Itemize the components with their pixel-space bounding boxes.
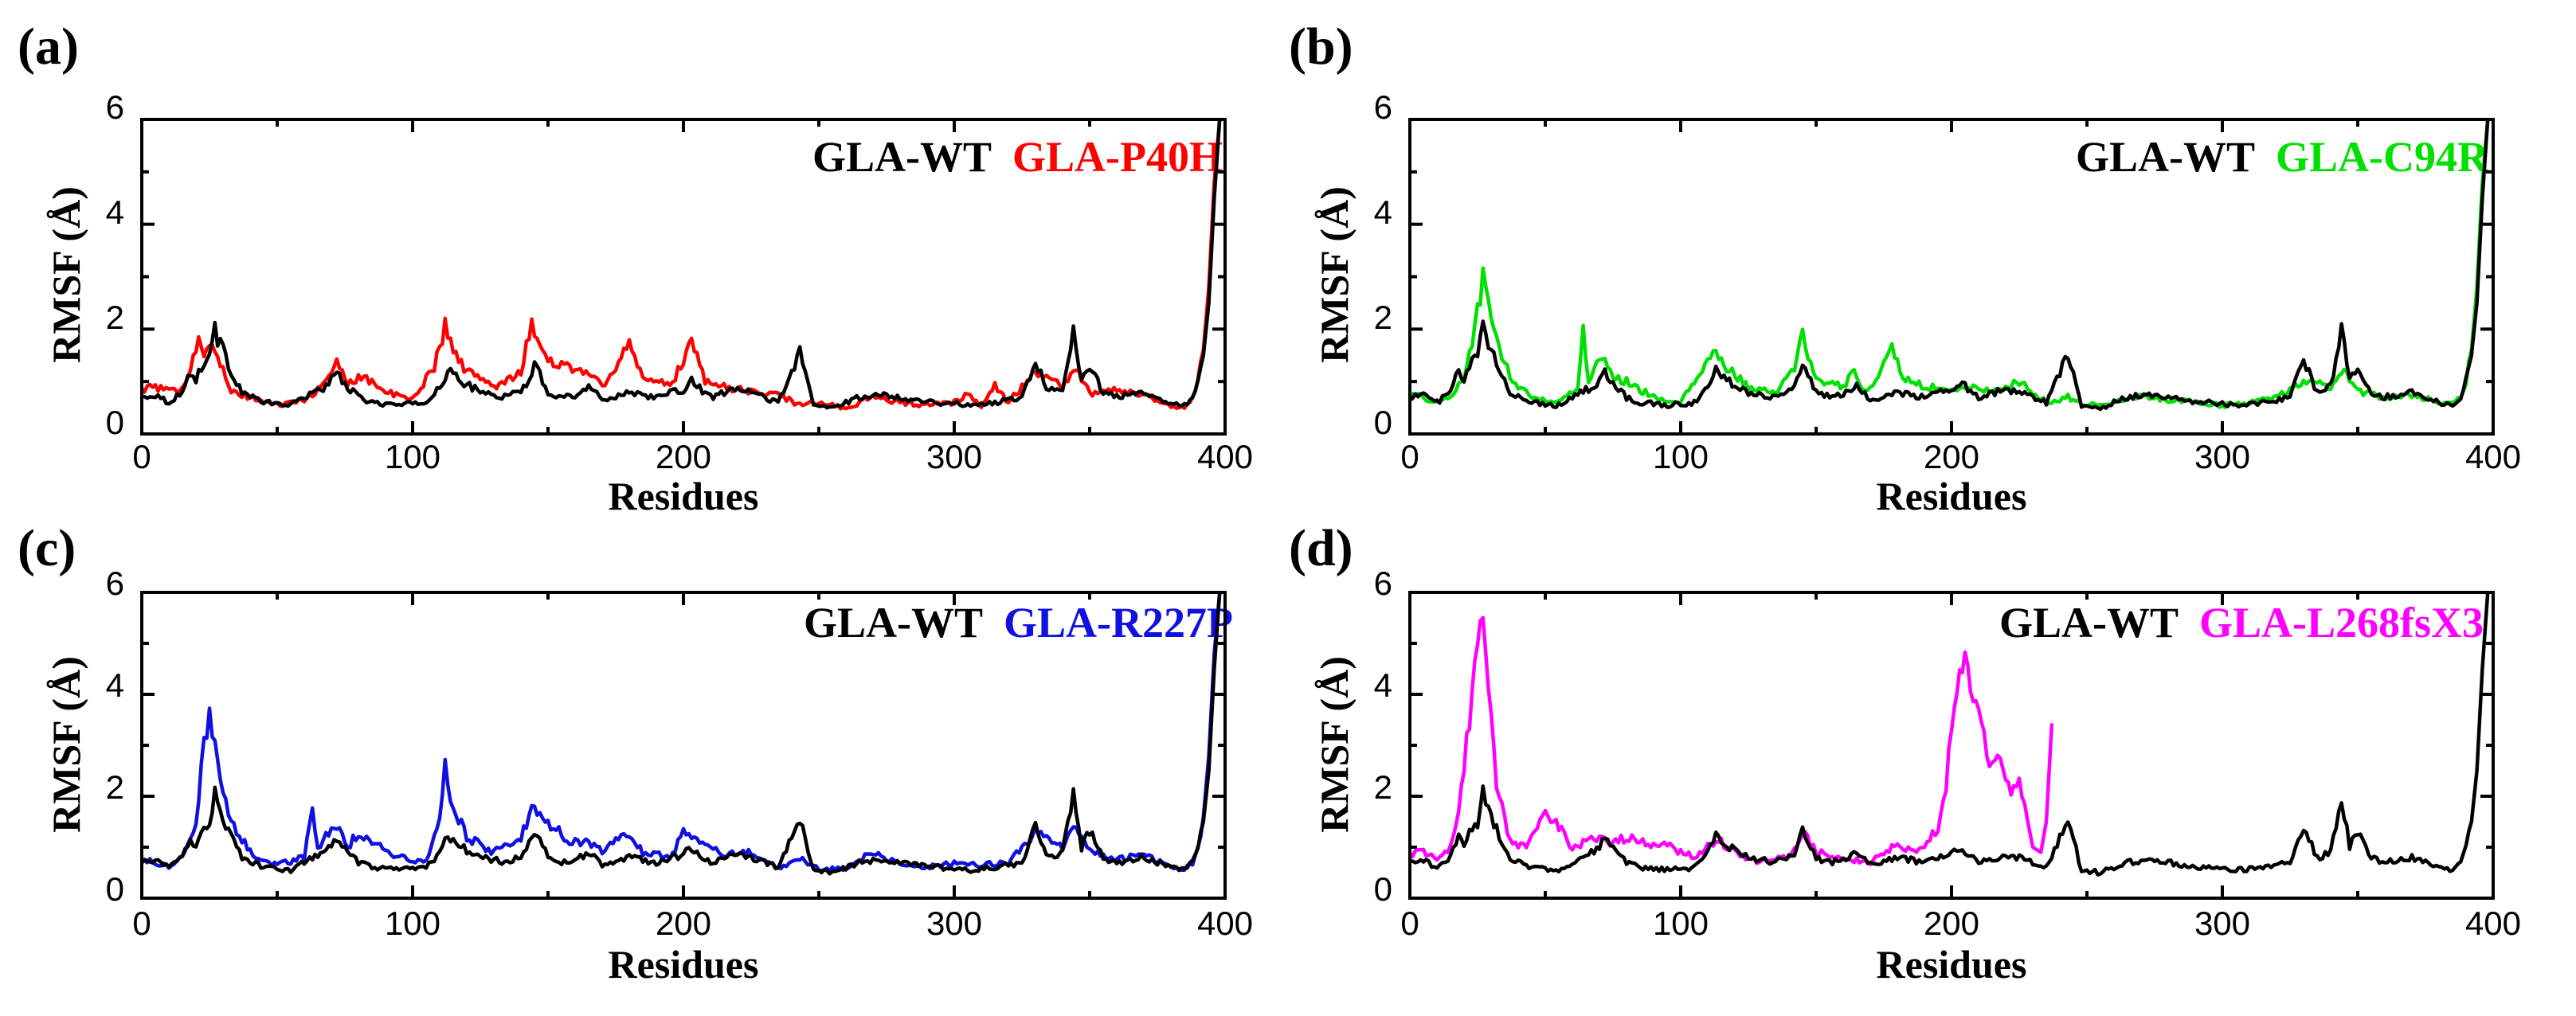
panel-d: (d) 0 2 4 6 0 100 200 300 400 Residues R… [1289, 519, 2521, 987]
y-axis-title: RMSF (Å) [44, 656, 88, 833]
x-tick-label-400: 400 [2465, 438, 2521, 475]
x-tick-label-300: 300 [926, 438, 982, 475]
plot-area-4 [1408, 591, 2495, 900]
x-tick-label-400: 400 [2465, 905, 2521, 942]
legend-entry-gla-wt: GLA-WT [812, 133, 992, 181]
x-tick-label-0: 0 [1400, 438, 1419, 475]
legend-entry-gla-l268fsx3: GLA-L268fsX3 [2199, 599, 2484, 647]
x-axis-title: Residues [1877, 942, 2027, 987]
x-tick-label-100: 100 [385, 438, 440, 475]
y-tick-label-2: 2 [106, 768, 124, 806]
y-axis-title: RMSF (Å) [44, 186, 88, 363]
legend-entry-gla-wt: GLA-WT [804, 599, 983, 647]
series-line-gla-wt [142, 592, 1222, 876]
y-tick-label-4: 4 [106, 666, 124, 704]
panel-b-label: (b) [1289, 18, 1353, 76]
x-tick-label-100: 100 [385, 905, 440, 942]
x-tick-label-100: 100 [1653, 438, 1709, 475]
plot-areas [140, 118, 2495, 900]
legend: GLA-WT GLA-R227P [804, 599, 1233, 647]
x-tick-label-100: 100 [1653, 905, 1709, 942]
y-tick-label-2: 2 [106, 299, 124, 336]
x-axis-title: Residues [1877, 474, 2027, 518]
x-axis-title: Residues [609, 474, 759, 518]
plot-frame [140, 591, 1227, 900]
x-tick-label-200: 200 [1924, 905, 1979, 942]
y-tick-label-6: 6 [106, 565, 124, 602]
x-tick-label-200: 200 [1924, 438, 1979, 475]
y-axis-title: RMSF (Å) [1312, 656, 1357, 833]
panel-a-label: (a) [18, 18, 79, 76]
y-tick-label-2: 2 [1374, 299, 1392, 336]
x-tick-label-0: 0 [132, 438, 151, 475]
x-tick-label-300: 300 [2194, 438, 2250, 475]
legend: GLA-WT GLA-P40H [812, 133, 1223, 181]
plot-frame [140, 118, 1227, 436]
x-tick-label-400: 400 [1197, 438, 1253, 475]
legend-entry-gla-c94r: GLA-C94R [2276, 133, 2489, 181]
panel-c-label: (c) [18, 519, 76, 577]
series-line-gla-wt [1410, 592, 2490, 877]
x-tick-label-0: 0 [1400, 905, 1419, 942]
y-tick-label-0: 0 [106, 870, 124, 908]
y-tick-label-0: 0 [1374, 870, 1392, 908]
x-axis-title: Residues [609, 942, 759, 987]
plot-frame [1408, 118, 2495, 436]
legend-entry-gla-p40h: GLA-P40H [1012, 133, 1223, 181]
panel-d-label: (d) [1289, 519, 1353, 577]
plot-area-2 [1408, 118, 2495, 436]
legend: GLA-WT GLA-C94R [2076, 133, 2489, 181]
x-tick-label-200: 200 [656, 905, 711, 942]
y-tick-label-4: 4 [1374, 193, 1392, 231]
legend-entry-gla-wt: GLA-WT [2076, 133, 2255, 181]
y-tick-label-0: 0 [1374, 404, 1392, 441]
y-tick-label-6: 6 [106, 88, 124, 126]
x-tick-label-400: 400 [1197, 905, 1253, 942]
panel-a: (a) 0 2 4 6 0 100 200 300 400 Residues R… [18, 18, 1253, 518]
legend-entry-gla-r227p: GLA-R227P [1004, 599, 1233, 647]
x-tick-label-300: 300 [926, 905, 982, 942]
y-tick-label-6: 6 [1374, 88, 1392, 126]
x-tick-label-200: 200 [656, 438, 711, 475]
y-tick-label-4: 4 [106, 193, 124, 231]
panel-c: (c) 0 2 4 6 0 100 200 300 400 Residues R… [18, 519, 1253, 987]
panel-b: (b) 0 2 4 6 0 100 200 300 400 Residues R… [1289, 18, 2521, 518]
legend-entry-gla-wt: GLA-WT [1999, 599, 2179, 647]
y-tick-label-2: 2 [1374, 768, 1392, 806]
x-tick-label-300: 300 [2194, 905, 2250, 942]
y-tick-label-4: 4 [1374, 666, 1392, 704]
series-line-gla-wt [1410, 119, 2490, 412]
plot-frame [1408, 591, 2495, 900]
series-line-gla-wt [142, 119, 1222, 410]
series-line-gla-l268fsx3 [1410, 615, 2054, 867]
x-tick-label-0: 0 [132, 905, 151, 942]
legend: GLA-WT GLA-L268fsX3 [1999, 599, 2484, 647]
series-line-gla-p40h [142, 119, 1222, 411]
series-line-gla-r227p [142, 592, 1222, 873]
y-tick-label-0: 0 [106, 404, 124, 441]
y-tick-label-6: 6 [1374, 565, 1392, 602]
plot-area-1 [140, 118, 1227, 436]
plot-area-3 [140, 591, 1227, 900]
y-axis-title: RMSF (Å) [1312, 186, 1357, 363]
